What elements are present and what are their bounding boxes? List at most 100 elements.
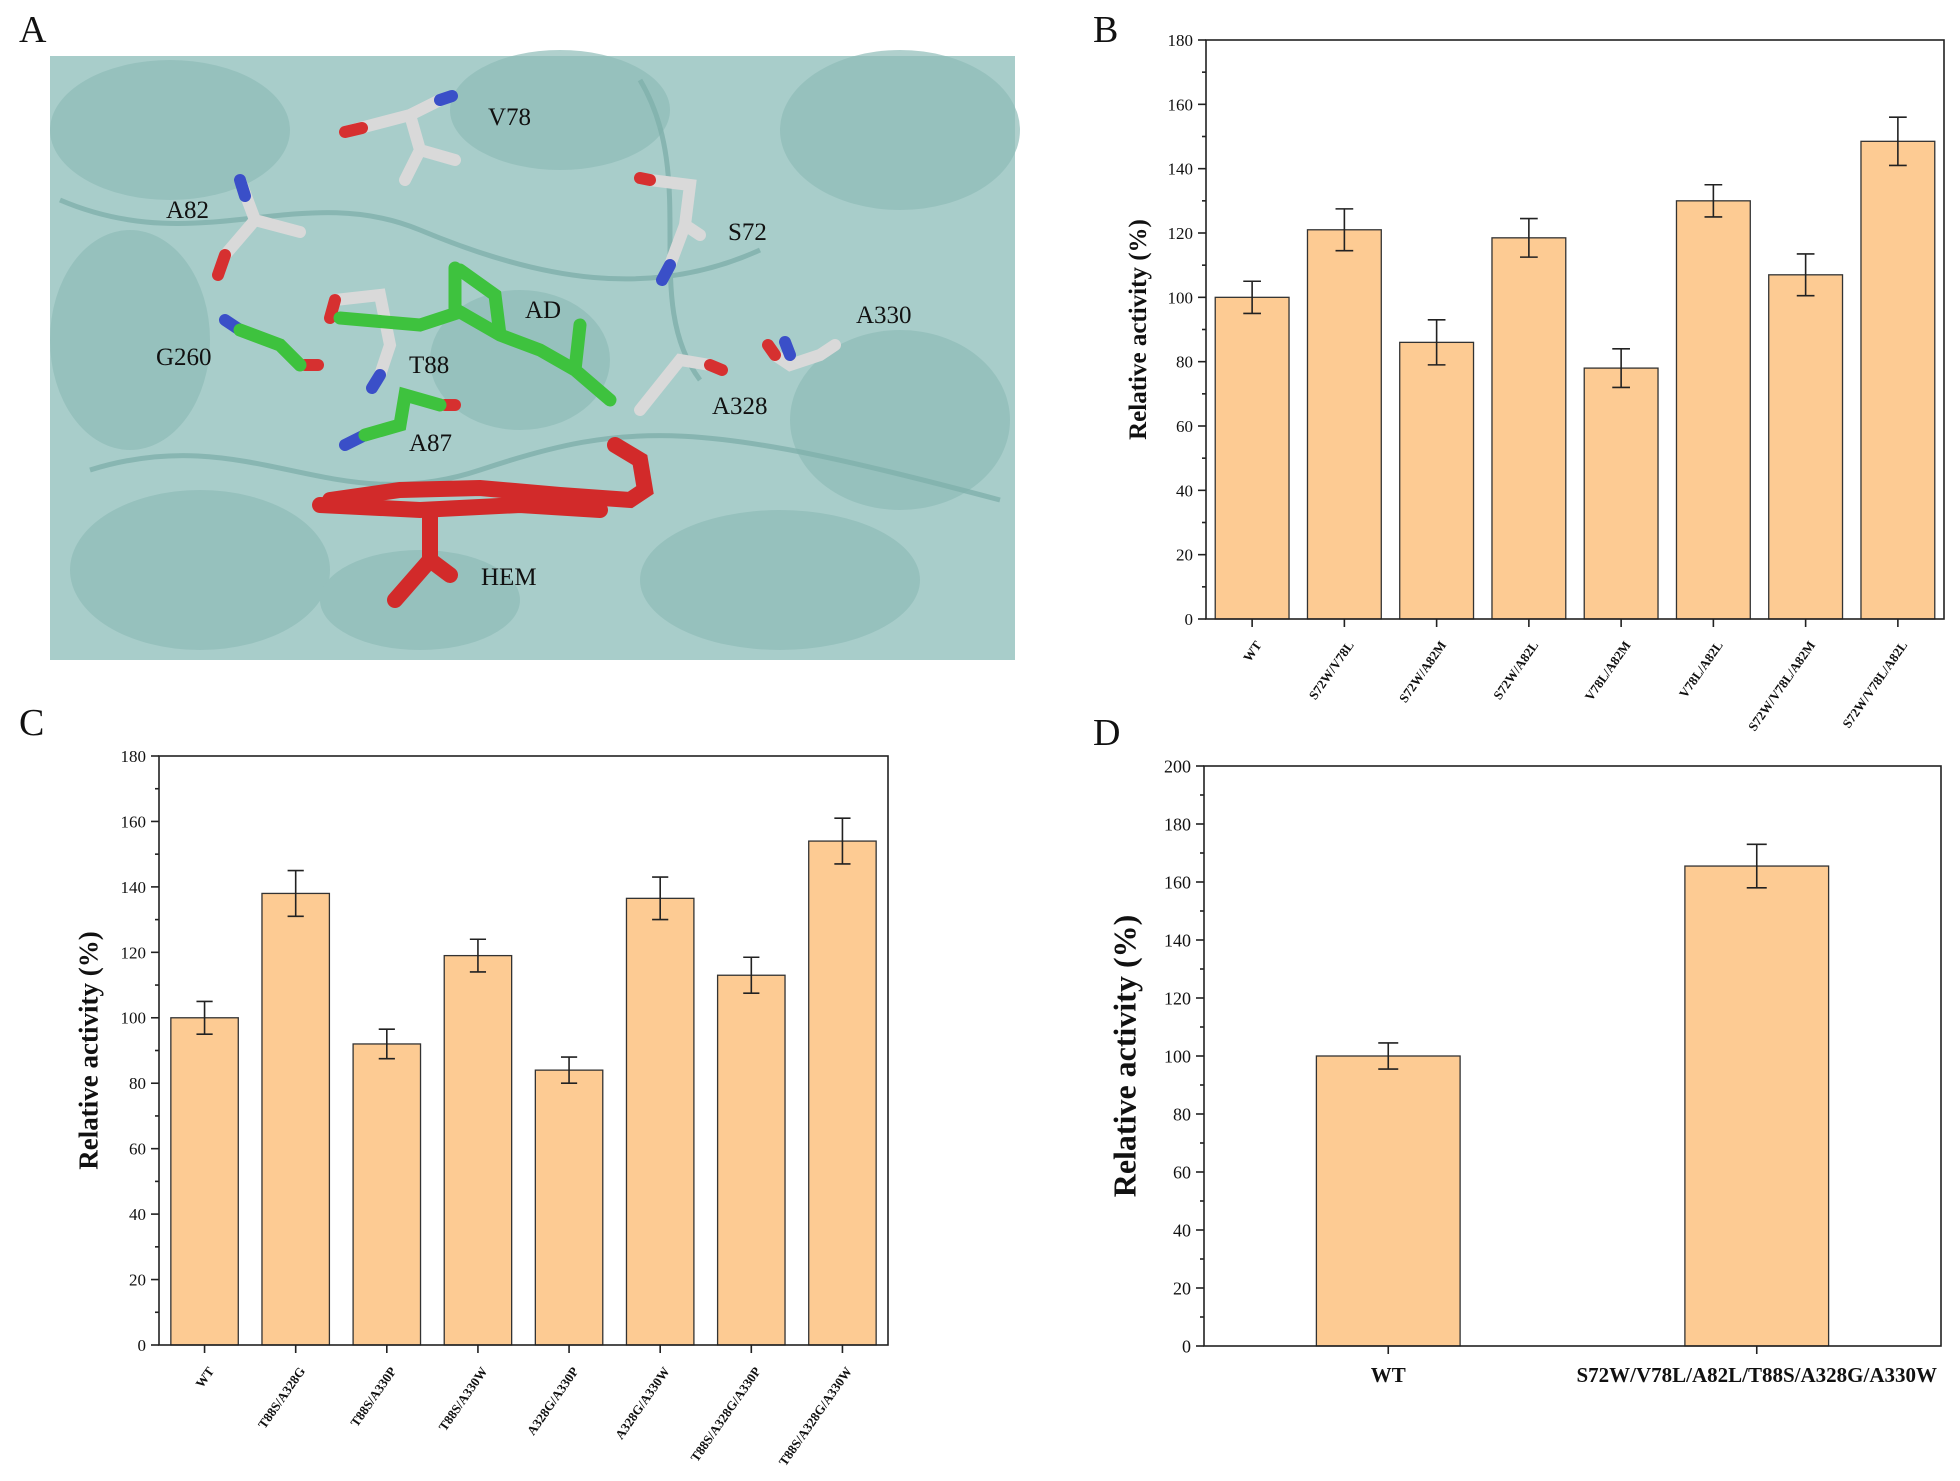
x-tick-label: A328G/A330W — [612, 1364, 673, 1442]
bar — [808, 840, 877, 1346]
bar — [1491, 237, 1567, 620]
x-tick-label: S72W/V78L/A82L — [1839, 638, 1910, 731]
bar-chart: D 0 20 40 60 80 100 120 140 160 180 200 WT S72W/V78L/… — [1093, 712, 1942, 1387]
y-tick-label: 60 — [129, 1140, 146, 1159]
residue-label: G260 — [156, 344, 212, 371]
y-tick-label: 80 — [1173, 1104, 1191, 1124]
y-tick-label: 0 — [138, 1336, 147, 1355]
bar — [352, 1043, 422, 1346]
bar-chart: C 0 20 40 60 80 100 120 140 160 180 WT T88S/A328G T88… — [19, 702, 889, 1469]
bar — [1399, 341, 1475, 620]
bar — [1860, 140, 1936, 620]
residue-label: S72 — [728, 219, 767, 246]
y-tick-label: 0 — [1185, 610, 1194, 629]
panel-label: C — [19, 702, 44, 744]
x-tick-label: T88S/A328G — [255, 1364, 308, 1431]
y-tick-label: 80 — [1176, 353, 1193, 372]
error-bar — [834, 817, 851, 865]
residue-sticks — [212, 90, 841, 608]
y-axis-label: Relative activity (%) — [1125, 219, 1152, 440]
x-tick-label: S72W/A82L — [1490, 638, 1541, 702]
panel-label: D — [1093, 712, 1120, 754]
y-tick-label: 40 — [129, 1205, 146, 1224]
residue-label: AD — [525, 297, 561, 324]
bar — [625, 897, 695, 1346]
residue-label: A82 — [166, 197, 209, 224]
loops — [59, 78, 1001, 503]
panel-label: A — [19, 9, 47, 51]
bar — [1768, 274, 1844, 620]
y-tick-label: 160 — [1168, 95, 1194, 114]
y-tick-label: 20 — [1173, 1278, 1191, 1298]
y-tick-label: 180 — [1168, 31, 1194, 50]
y-tick-label: 160 — [121, 812, 147, 831]
error-bar — [1746, 843, 1767, 889]
error-bar — [196, 1000, 213, 1035]
y-tick-label: 140 — [1164, 930, 1191, 950]
y-tick-label: 20 — [129, 1271, 146, 1290]
residue-label: HEM — [481, 564, 537, 591]
plot-frame — [1203, 765, 1942, 1347]
x-tick-label: WT — [1371, 1363, 1406, 1387]
y-tick-label: 100 — [121, 1009, 147, 1028]
bar — [1315, 1055, 1461, 1347]
y-tick-label: 140 — [121, 878, 147, 897]
x-tick-label: S72W/V78L/A82L/T88S/A328G/A330W — [1576, 1363, 1937, 1387]
structure-image — [50, 50, 1020, 660]
error-bar — [1612, 348, 1630, 389]
x-tick-label: V78L/A82M — [1582, 638, 1634, 703]
y-tick-label: 80 — [129, 1074, 146, 1093]
error-bar — [1378, 1042, 1399, 1070]
error-bar — [1704, 183, 1723, 218]
bar — [534, 1069, 604, 1346]
error-bar — [560, 1056, 578, 1085]
bar — [1675, 200, 1751, 620]
error-bar — [1520, 217, 1538, 258]
x-tick-label: T88S/A330P — [347, 1364, 399, 1429]
x-tick-label: WT — [1240, 638, 1265, 665]
x-tick-label: T88S/A328G/A330W — [775, 1364, 854, 1468]
x-tick-label: S72W/V78L/A82M — [1745, 638, 1818, 734]
y-tick-label: 60 — [1176, 417, 1193, 436]
bar — [1583, 367, 1659, 620]
plot-frame — [158, 755, 889, 1346]
y-axis-label: Relative activity (%) — [73, 931, 103, 1169]
y-tick-label: 100 — [1168, 288, 1194, 307]
y-tick-label: 40 — [1173, 1220, 1191, 1240]
y-tick-label: 60 — [1173, 1162, 1191, 1182]
x-tick-label: T88S/A330W — [435, 1364, 490, 1434]
y-tick-label: 20 — [1176, 546, 1193, 565]
structure-labels: V78 A82 S72 AD A330 G260 T88 A328 A87 HEM — [156, 104, 912, 591]
x-tick-label: S72W/V78L — [1306, 638, 1357, 702]
residue-label: V78 — [488, 104, 531, 131]
y-tick-label: 100 — [1164, 1046, 1191, 1066]
y-tick-label: 200 — [1164, 756, 1191, 776]
y-tick-label: 120 — [1168, 224, 1194, 243]
bar — [1306, 229, 1382, 620]
error-bar — [1796, 253, 1815, 297]
y-tick-label: 180 — [121, 747, 147, 766]
error-bar — [1243, 280, 1261, 315]
error-bar — [378, 1028, 395, 1060]
error-bar — [1889, 116, 1907, 167]
y-tick-label: 120 — [1164, 988, 1191, 1008]
bar — [170, 1017, 239, 1346]
error-bar — [743, 956, 760, 995]
error-bar — [287, 869, 304, 918]
y-tick-label: 0 — [1182, 1336, 1191, 1356]
y-tick-label: 160 — [1164, 872, 1191, 892]
x-tick-label: A328G/A330P — [524, 1364, 582, 1438]
x-tick-label: WT — [192, 1364, 217, 1391]
y-tick-label: 40 — [1176, 481, 1193, 500]
error-bar — [1335, 208, 1354, 252]
x-tick-label: S72W/A82M — [1396, 638, 1449, 705]
residue-label: T88 — [409, 352, 449, 379]
plot-frame — [1205, 39, 1945, 620]
y-axis-label: Relative activity (%) — [1107, 915, 1143, 1198]
error-bar — [1427, 319, 1446, 366]
bar-chart: B 0 20 40 60 80 100 120 140 160 180 WT S72W/V78L S72W… — [1093, 9, 1945, 734]
y-tick-label: 180 — [1164, 814, 1191, 834]
